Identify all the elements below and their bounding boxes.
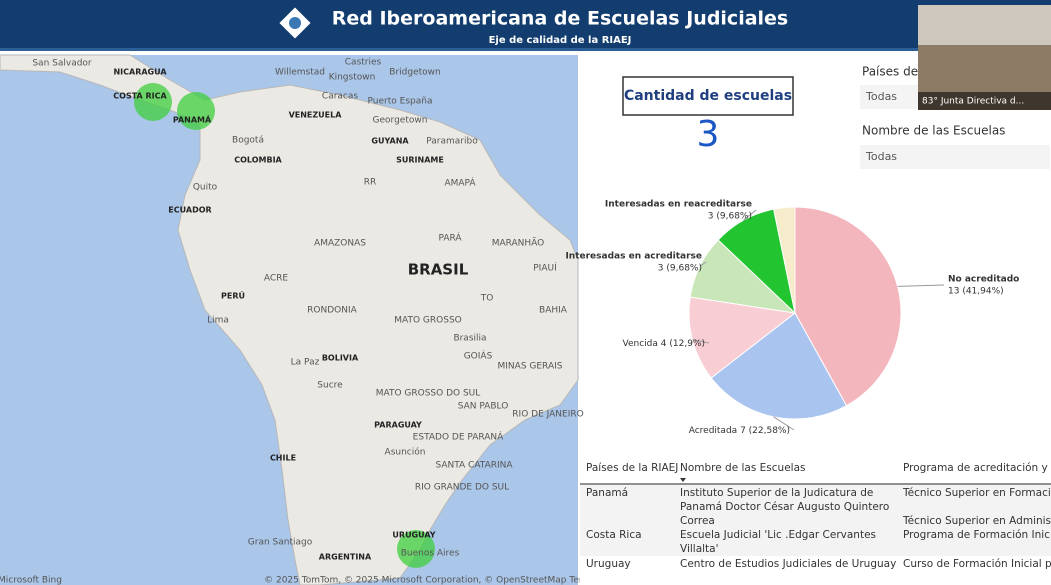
map-label: Brasilia [453,334,486,344]
map-label: San Salvador [32,59,92,69]
map-label: Bogotá [232,136,264,146]
map-label: PERÚ [221,290,245,301]
map-label: Lima [207,316,229,326]
map-label: PARÁ [438,232,462,244]
pie-value-label: 4 (12,9%) [661,339,705,349]
table-cell: Centro de Estudios Judiciales de Uruguay [680,558,896,570]
map-label: AMAPÁ [444,177,476,189]
slicer-title: Países de [862,65,918,79]
map-label: Sucre [317,381,343,391]
table-header: Países de la RIAEJ [586,462,678,474]
map-label: Gran Santiago [248,538,313,548]
map-label: SANTA CATARINA [435,461,513,471]
map-label: Puerto España [368,97,433,107]
map-label: NICARAGUA [113,68,167,77]
map-label: BAHIA [539,306,568,316]
table-cell: Costa Rica [586,529,642,541]
pie-chart: No acreditado 13 (41,94%) Acreditada 7 (22… [565,200,1019,436]
map-label: © 2025 TomTom, © 2025 Microsoft Corporat… [264,576,596,585]
map-label: RR [364,178,377,188]
pie-category: Acreditada [689,426,737,436]
header-title: Red Iberoamericana de Escuelas Judiciale… [332,8,788,30]
map-label: Kingstown [329,73,376,83]
map-label: ARGENTINA [319,553,372,562]
video-wall [918,5,1051,45]
map-label: BRASIL [408,261,469,279]
table-cell: Programa de Formación Inicial par [903,529,1051,541]
map-label: MATO GROSSO [394,316,462,326]
map-label: Paramaribo [426,137,478,147]
map-label: Bridgetown [389,68,440,78]
dashboard: Red Iberoamericana de Escuelas Judiciale… [0,0,1051,585]
map-label: COSTA RICA [113,92,167,101]
video-caption: 83° Junta Directiva d... [922,97,1024,107]
map-label: BOLIVIA [322,354,359,363]
map-label: SURINAME [396,156,444,165]
slicer-title: Nombre de las Escuelas [862,124,1005,138]
leader-line [898,285,944,286]
table-cell: Técnico Superior en Administra [902,515,1051,527]
map-label: Asunción [385,447,426,458]
map-label: RIO DE JANEIRO [512,410,583,420]
card-value: 3 [697,114,720,155]
map-label: PIAUÍ [533,262,557,274]
map-label: RIO GRANDE DO SUL [415,483,509,493]
map[interactable]: San Salvador NICARAGUA COSTA RICA PANAMÁ Wil… [0,55,596,585]
map-label: URUGUAY [392,531,435,540]
map-label: PARAGUAY [374,421,422,430]
map-label: GOIÁS [464,350,493,362]
map-label: MATO GROSSO DO SUL [376,389,481,399]
pie-label: No acreditado [948,275,1019,285]
pie-label: Acreditada 7 (22,58%) [689,426,790,436]
canvas: Red Iberoamericana de Escuelas Judiciale… [0,0,1051,585]
map-label: Willemstad [275,68,325,78]
map-label: Castries [345,58,382,68]
map-label: VENEZUELA [289,111,343,120]
map-label: PANAMÁ [173,114,212,125]
map-label: Buenos Aires [401,549,460,559]
map-label: MINAS GERAIS [498,362,563,372]
card-title: Cantidad de escuelas [624,88,792,104]
map-bubble[interactable] [134,83,172,121]
map-label: Quito [193,183,218,193]
table-header: Programa de acreditación y re [903,462,1051,474]
map-label: La Paz [291,358,320,368]
header-rule [0,48,1051,51]
map-label: MARANHÃO [492,238,545,249]
map-label: RONDONIA [307,306,357,316]
pie-value-label: 3 (9,68%) [658,264,702,274]
table-cell: Uruguay [586,558,631,570]
map-label: CHILE [270,454,296,463]
map-label: Caracas [322,92,358,102]
map-label: ECUADOR [168,206,211,215]
slicer-value[interactable]: Todas [865,90,897,103]
map-label: TO [480,294,494,304]
pie-category: Vencida [623,339,658,349]
pie-value-label: 7 (22,58%) [740,426,790,436]
header-subtitle: Eje de calidad de la RIAEJ [489,35,632,46]
pie-label: Interesadas en acreditarse [565,252,702,262]
table-cell: Panamá [586,487,628,499]
pie-value-label: 13 (41,94%) [948,287,1004,297]
table-cell: Curso de Formación Inicial par [903,558,1051,570]
map-label: COLOMBIA [234,156,282,165]
pie-value-label: 3 (9,68%) [708,212,752,222]
map-label: GUYANA [371,137,409,146]
map-label: Microsoft Bing [0,576,62,585]
map-label: AMAZONAS [314,239,366,249]
sort-arrow [680,478,686,482]
map-label: SAN PABLO [458,402,509,412]
table-header: Nombre de las Escuelas [680,462,806,474]
pie-label: Vencida 4 (12,9%) [623,339,705,349]
map-label: Georgetown [373,116,428,126]
map-label: ESTADO DE PARANÁ [413,431,504,443]
map-label: ACRE [264,274,289,284]
pie-label: Interesadas en reacreditarse [605,200,752,210]
slicer-value[interactable]: Todas [865,150,897,163]
table-cell: Técnico Superior en Formación [902,487,1051,499]
